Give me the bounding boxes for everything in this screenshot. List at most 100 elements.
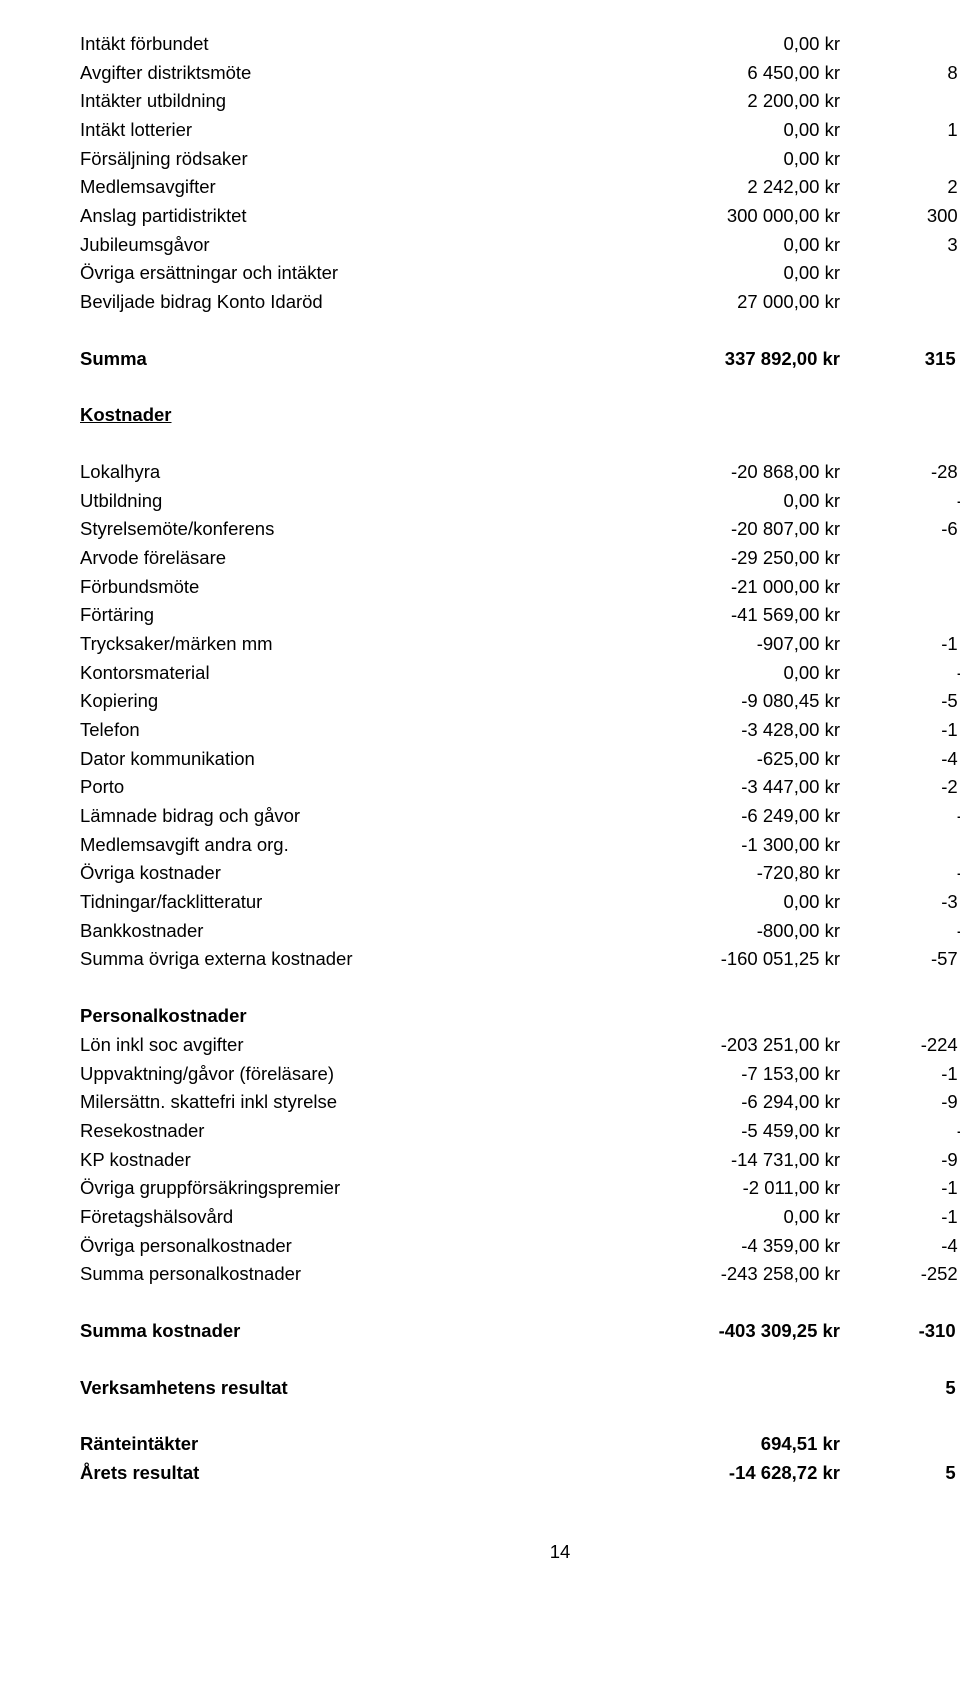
row-label: Bankkostnader — [80, 917, 640, 946]
table-row: Resekostnader-5 459,00 kr-352,00 kr — [80, 1117, 960, 1146]
row-col-b: 2 975,00 kr — [840, 173, 960, 202]
row-col-a: -4 359,00 kr — [640, 1232, 840, 1261]
table-row: Förbundsmöte-21 000,00 kr0,00 kr — [80, 573, 960, 602]
row-col-b: 0,00 kr — [840, 288, 960, 317]
row-col-a: -203 251,00 kr — [640, 1031, 840, 1060]
row-label: Milersättn. skattefri inkl styrelse — [80, 1088, 640, 1117]
row-col-b: -625,00 kr — [840, 859, 960, 888]
page-number: 14 — [80, 1538, 960, 1567]
row-label: Arvode föreläsare — [80, 544, 640, 573]
row-col-a: -14 628,72 kr — [640, 1459, 840, 1488]
row-col-a: 0,00 kr — [640, 30, 840, 59]
row-col-b: 300 000,00 kr — [840, 202, 960, 231]
row-label: Ränteintäkter — [80, 1430, 640, 1459]
row-label: Lön inkl soc avgifter — [80, 1031, 640, 1060]
row-label: Telefon — [80, 716, 640, 745]
table-row: Summa personalkostnader-243 258,00 kr-25… — [80, 1260, 960, 1289]
row-col-b: 840,72 kr — [840, 1430, 960, 1459]
row-col-a: -41 569,00 kr — [640, 601, 840, 630]
row-col-a: 300 000,00 kr — [640, 202, 840, 231]
spacer — [80, 1289, 960, 1317]
row-col-a: -7 153,00 kr — [640, 1060, 840, 1089]
table-row: Telefon-3 428,00 kr-1 926,00 kr — [80, 716, 960, 745]
row-label: Summa — [80, 345, 640, 374]
table-row: Uppvaktning/gåvor (föreläsare)-7 153,00 … — [80, 1060, 960, 1089]
table-row: Medlemsavgift andra org.-1 300,00 kr0,00… — [80, 831, 960, 860]
row-col-a: -2 011,00 kr — [640, 1174, 840, 1203]
personal-heading: Personalkostnader — [80, 1002, 960, 1031]
row-label: Styrelsemöte/konferens — [80, 515, 640, 544]
table-row: Intäkt lotterier 0,00 kr 1 000,00 kr — [80, 116, 960, 145]
table-row: Porto-3 447,00 kr-2 477,00 kr — [80, 773, 960, 802]
table-row: Övriga personalkostnader-4 359,00 kr-4 0… — [80, 1232, 960, 1261]
table-row: Styrelsemöte/konferens-20 807,00 kr-6 48… — [80, 515, 960, 544]
row-col-a: 0,00 kr — [640, 659, 840, 688]
row-label: KP kostnader — [80, 1146, 640, 1175]
row-col-a: 0,00 kr — [640, 116, 840, 145]
row-col-a: -9 080,45 kr — [640, 687, 840, 716]
row-label: Utbildning — [80, 487, 640, 516]
row-label: Resekostnader — [80, 1117, 640, 1146]
row-col-b: -295,00 kr — [840, 802, 960, 831]
row-col-b: 5 048,65 kr — [840, 1374, 960, 1403]
spacer — [80, 1402, 960, 1430]
row-label: Summa övriga externa kostnader — [80, 945, 640, 974]
table-row: Milersättn. skattefri inkl styrelse-6 29… — [80, 1088, 960, 1117]
row-label: Medlemsavgifter — [80, 173, 640, 202]
table-row: Anslag partidistriktet 300 000,00 kr 300… — [80, 202, 960, 231]
row-label: Förtäring — [80, 601, 640, 630]
table-row: Trycksaker/märken mm-907,00 kr-1 794,00 … — [80, 630, 960, 659]
row-col-a: -6 249,00 kr — [640, 802, 840, 831]
row-col-b: 103,90 kr — [840, 259, 960, 288]
row-label: Summa kostnader — [80, 1317, 640, 1346]
row-col-b: -4 098,00 kr — [840, 1232, 960, 1261]
row-col-b: -800,00 kr — [840, 917, 960, 946]
income-section: Intäkt förbundet 0,00 kr 0,00 kr Avgifte… — [80, 30, 960, 317]
row-label: Intäkt lotterier — [80, 116, 640, 145]
table-row: Försäljning rödsaker 0,00 kr 160,00 kr — [80, 145, 960, 174]
row-col-a: 2 200,00 kr — [640, 87, 840, 116]
row-col-b: -6 481,00 kr — [840, 515, 960, 544]
row-col-b: -310 440,25 kr — [840, 1317, 960, 1346]
table-row: Intäkter utbildning 2 200,00 kr 0,00 kr — [80, 87, 960, 116]
row-col-b: -224 425,25 kr — [840, 1031, 960, 1060]
spacer — [80, 430, 960, 458]
row-col-b: -252 307,25 kr — [840, 1260, 960, 1289]
row-col-a — [640, 1374, 840, 1403]
row-col-b: 0,00 kr — [840, 544, 960, 573]
row-col-a: -800,00 kr — [640, 917, 840, 946]
row-label: Övriga ersättningar och intäkter — [80, 259, 640, 288]
row-col-a: -3 447,00 kr — [640, 773, 840, 802]
row-col-b: -896,00 kr — [840, 659, 960, 688]
row-col-b: 8 250,00 kr — [840, 59, 960, 88]
row-label: Avgifter distriktsmöte — [80, 59, 640, 88]
row-col-b: -9 272,00 kr — [840, 1088, 960, 1117]
table-row: Övriga ersättningar och intäkter 0,00 kr… — [80, 259, 960, 288]
table-row: Lämnade bidrag och gåvor-6 249,00 kr-295… — [80, 802, 960, 831]
table-row: KP kostnader-14 731,00 kr-9 532,00 kr — [80, 1146, 960, 1175]
row-col-a: -6 294,00 kr — [640, 1088, 840, 1117]
row-col-b: -1 800,00 kr — [840, 1203, 960, 1232]
row-col-a: -14 731,00 kr — [640, 1146, 840, 1175]
row-col-b: -5 179,50 kr — [840, 687, 960, 716]
row-col-b: -1 926,00 kr — [840, 716, 960, 745]
table-row: Summa övriga externa kostnader-160 051,2… — [80, 945, 960, 974]
row-col-a: -5 459,00 kr — [640, 1117, 840, 1146]
row-label: Kontorsmaterial — [80, 659, 640, 688]
table-row: Medlemsavgifter 2 242,00 kr 2 975,00 kr — [80, 173, 960, 202]
row-col-a: -29 250,00 kr — [640, 544, 840, 573]
table-row: Företagshälsovård0,00 kr-1 800,00 kr — [80, 1203, 960, 1232]
row-col-a: -20 807,00 kr — [640, 515, 840, 544]
row-col-a: -403 309,25 kr — [640, 1317, 840, 1346]
row-label: Kopiering — [80, 687, 640, 716]
row-col-b: 5 889,37 kr — [840, 1459, 960, 1488]
row-col-b: -352,00 kr — [840, 1117, 960, 1146]
verksamhet-row: Verksamhetens resultat 5 048,65 kr — [80, 1374, 960, 1403]
row-col-b: -28 450,00 kr — [840, 458, 960, 487]
spacer — [80, 317, 960, 345]
row-col-a: -160 051,25 kr — [640, 945, 840, 974]
row-col-a: -20 868,00 kr — [640, 458, 840, 487]
row-col-b: -1 700,00 kr — [840, 1060, 960, 1089]
row-col-a: -1 300,00 kr — [640, 831, 840, 860]
row-label: Övriga kostnader — [80, 859, 640, 888]
